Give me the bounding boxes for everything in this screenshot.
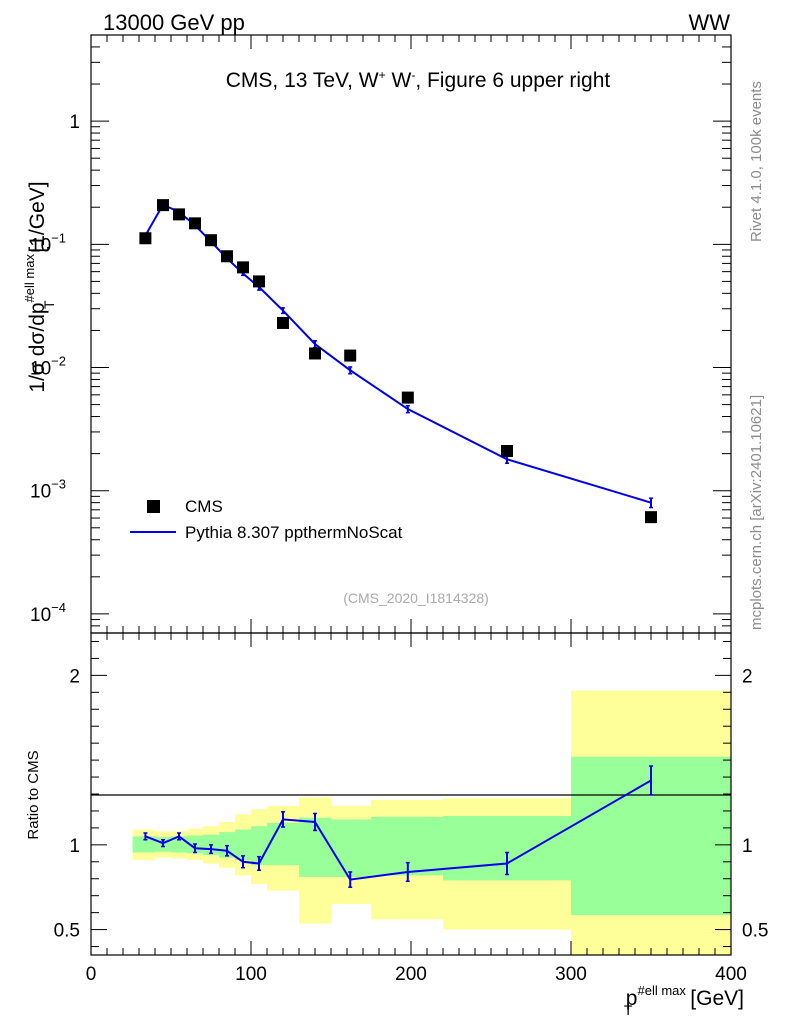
header-right-label: WW xyxy=(688,10,730,35)
ratio-plot-frame xyxy=(90,632,732,956)
cms-data-point xyxy=(237,261,249,274)
ratio-y-tick-label-left: 0.5 xyxy=(54,921,80,942)
main-panel: 1 10−1 10−2 10−3 10−4 CMS, 13 TeV, W+ W-, Fi… xyxy=(22,34,732,634)
legend-data-label: CMS xyxy=(185,497,223,516)
rivet-side-label: Rivet 4.1.0, 100k events xyxy=(748,81,765,242)
mcplots-side-label: mcplots.cern.ch [arXiv:2401.10621] xyxy=(748,395,765,630)
main-y-tick-label: 1 xyxy=(69,112,80,133)
cms-data-point xyxy=(189,217,201,230)
analysis-watermark: (CMS_2020_I1814328) xyxy=(343,590,489,606)
data-series xyxy=(139,199,657,524)
cms-data-point xyxy=(645,511,657,524)
legend-mc-label: Pythia 8.307 ppthermNoScat xyxy=(185,523,403,542)
ratio-uncertainty-bands xyxy=(132,690,731,955)
legend-data-marker xyxy=(147,500,160,513)
ratio-mc-series xyxy=(143,765,653,888)
x-tick-label: 300 xyxy=(555,964,587,985)
cms-data-point xyxy=(309,347,321,360)
ratio-y-tick-label-left: 1 xyxy=(69,836,80,857)
ratio-y-tick-label-right: 0.5 xyxy=(742,921,768,942)
ratio-mc-line xyxy=(145,779,652,881)
ratio-y-tick-label-right: 1 xyxy=(742,836,753,857)
mc-series xyxy=(143,202,653,509)
cms-data-point xyxy=(173,208,185,221)
cms-data-point xyxy=(221,250,233,263)
cms-data-point xyxy=(157,199,169,212)
x-tick-label: 100 xyxy=(235,964,267,985)
ratio-panel: 0 100 200 300 400 0.5 0.5 1 1 2 2 Ratio to CMS p#e… xyxy=(25,632,768,1018)
legend: CMS Pythia 8.307 ppthermNoScat xyxy=(130,497,403,542)
ratio-band-inner xyxy=(235,829,251,861)
ratio-y-tick-label-right: 2 xyxy=(742,666,753,687)
cms-data-point xyxy=(139,232,152,245)
ratio-axis-ticks: 0 100 200 300 400 0.5 0.5 1 1 2 2 xyxy=(54,633,768,985)
main-axis-ticks: 1 10−1 10−2 10−3 10−4 xyxy=(30,34,732,634)
x-tick-label: 200 xyxy=(395,964,427,985)
main-y-tick-label: 10−3 xyxy=(30,477,66,503)
main-y-tick-label: 10−1 xyxy=(30,230,66,256)
main-plot-frame xyxy=(90,34,732,634)
main-y-tick-label: 10−2 xyxy=(30,354,66,380)
cms-data-point xyxy=(253,275,265,288)
cms-data-point xyxy=(401,391,414,404)
ratio-y-axis-label: Ratio to CMS xyxy=(25,750,42,839)
plot-title: CMS, 13 TeV, W+ W-, Figure 6 upper right xyxy=(226,68,611,92)
cms-data-point xyxy=(205,234,217,247)
cms-data-point xyxy=(344,349,357,362)
x-axis-label: p#ell max T [GeV] xyxy=(624,983,744,1018)
ratio-y-tick-label-left: 2 xyxy=(69,666,80,687)
ratio-band-inner xyxy=(331,819,371,878)
x-tick-label: 0 xyxy=(86,964,97,985)
x-tick-label: 400 xyxy=(715,964,747,985)
cms-data-point xyxy=(277,316,289,329)
mc-line xyxy=(144,203,652,504)
main-y-tick-label: 10−4 xyxy=(30,600,66,626)
ratio-band-inner xyxy=(267,822,299,866)
ratio-band-inner xyxy=(132,836,155,853)
main-y-axis-label: 1/σ dσ/dp#ell maxT [1/GeV] xyxy=(22,181,57,392)
cms-data-point xyxy=(501,445,513,458)
header-left-label: 13000 GeV pp xyxy=(103,10,245,35)
